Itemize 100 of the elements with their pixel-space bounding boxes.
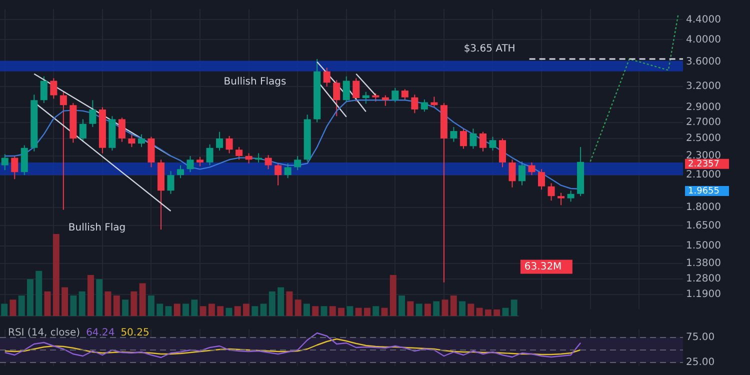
candlestick	[206, 144, 214, 166]
bar	[260, 304, 267, 316]
candlestick	[50, 78, 58, 100]
bar	[320, 306, 328, 316]
candlestick	[420, 98, 428, 112]
candlestick	[186, 155, 194, 173]
bar	[130, 291, 138, 316]
y-tick-label: 1.1900	[686, 288, 721, 300]
y-tick-label: 2.9000	[686, 102, 721, 113]
y-tick-label: 3.6000	[686, 56, 721, 68]
candlestick	[538, 168, 546, 190]
bar	[182, 304, 190, 316]
candlestick	[167, 170, 174, 194]
candlestick	[11, 155, 18, 180]
bar	[208, 304, 215, 316]
text: 1.9655	[688, 186, 720, 196]
bar	[303, 304, 310, 316]
bar	[329, 306, 336, 316]
y-tick-label: 1.2800	[686, 274, 721, 285]
y-tick-label: 4.0000	[686, 34, 721, 46]
bar	[278, 287, 284, 316]
bar	[433, 301, 440, 316]
bar	[355, 308, 362, 316]
candlestick	[479, 131, 486, 152]
bar	[36, 270, 42, 316]
bar	[191, 300, 198, 316]
bar	[459, 301, 466, 316]
bar	[104, 291, 112, 316]
bar	[226, 308, 232, 316]
candlestick	[196, 156, 204, 167]
text: 2.2357	[688, 159, 720, 170]
candlestick	[401, 88, 408, 101]
bar	[27, 279, 34, 316]
candlestick	[518, 161, 526, 186]
y-tick-label: 1.5000	[686, 240, 721, 252]
bar	[364, 308, 370, 316]
bar	[139, 283, 146, 316]
candlestick	[362, 91, 370, 104]
candlestick	[352, 78, 360, 102]
candlestick	[558, 192, 565, 206]
annotation: 64.24	[86, 328, 115, 339]
bar	[1, 304, 8, 316]
candlestick	[89, 100, 96, 128]
bar	[338, 308, 345, 316]
bar	[424, 304, 431, 316]
candlestick	[216, 131, 224, 152]
candlestick	[489, 136, 496, 152]
y-tick-label: 75.00	[686, 332, 715, 344]
candlestick	[342, 76, 350, 103]
candlestick	[294, 155, 302, 171]
candlestick	[1, 154, 8, 171]
bar	[442, 300, 448, 316]
candlestick	[128, 134, 136, 148]
bar	[78, 291, 86, 316]
annotation: Bullish Flag	[68, 222, 126, 234]
bar	[510, 300, 518, 316]
candlestick	[79, 118, 86, 142]
bar	[252, 306, 258, 316]
candlestick	[40, 76, 48, 104]
candlestick	[508, 159, 516, 188]
candlestick	[60, 91, 67, 210]
bar	[113, 296, 120, 316]
bar	[10, 300, 16, 316]
bar	[96, 279, 103, 316]
bar	[268, 291, 276, 316]
bar	[484, 309, 492, 316]
bar	[346, 306, 354, 316]
candlestick	[460, 128, 467, 150]
bar	[148, 296, 154, 316]
candlestick	[138, 134, 145, 148]
bar	[312, 306, 319, 316]
candlestick	[567, 190, 574, 202]
bar	[398, 296, 406, 316]
line-series	[590, 14, 679, 162]
bar	[52, 234, 60, 316]
candlestick	[528, 162, 536, 176]
candlestick	[176, 164, 184, 179]
bar	[294, 300, 302, 316]
bar	[416, 304, 422, 316]
bar	[70, 296, 77, 316]
bar	[87, 275, 94, 316]
y-tick-label: 1.3800	[686, 258, 721, 269]
annotation: Bullish Flags	[224, 76, 286, 88]
y-tick-label: 4.4000	[686, 14, 721, 26]
candlestick	[333, 80, 340, 117]
bar	[372, 306, 380, 316]
bar	[286, 291, 293, 316]
y-tick-label: 3.2000	[686, 81, 721, 92]
ref-line-label: $3.65 ATH	[464, 44, 516, 55]
candlestick	[264, 154, 272, 170]
bar	[122, 300, 129, 316]
bar	[243, 304, 250, 316]
y-tick-label: 2.5000	[686, 133, 721, 144]
bar	[174, 304, 180, 316]
candlestick	[118, 117, 126, 142]
candlestick	[392, 87, 399, 103]
y-tick-label: 2.7000	[686, 116, 721, 128]
y-tick-label: 1.8000	[686, 202, 721, 214]
candlestick	[498, 138, 506, 168]
candlestick	[382, 94, 389, 106]
